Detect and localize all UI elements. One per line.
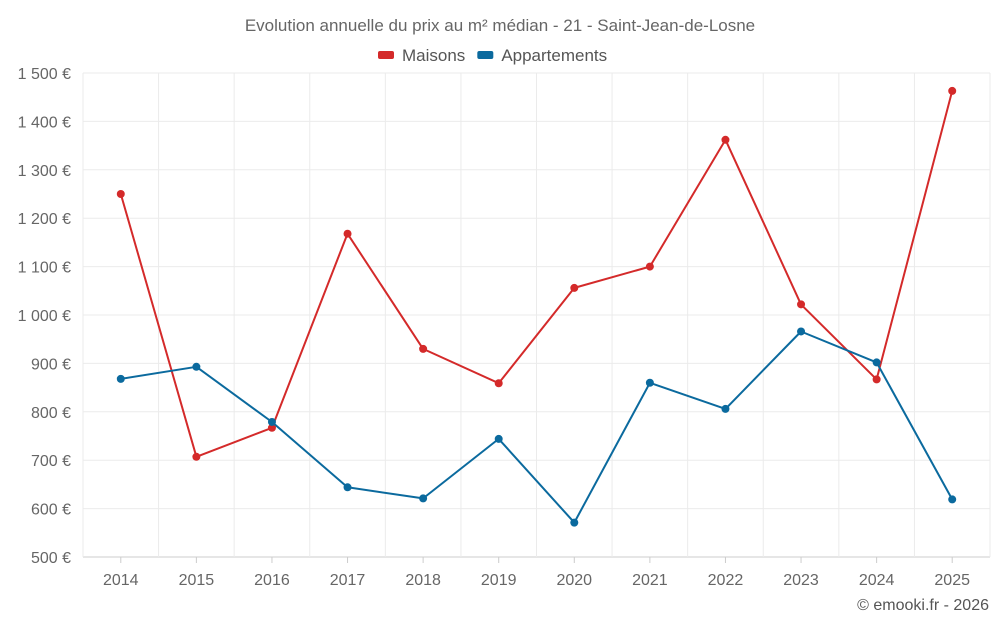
data-point-appartements[interactable] <box>494 434 503 443</box>
legend-label-maisons[interactable]: Maisons <box>402 46 465 65</box>
data-point-appartements[interactable] <box>948 495 957 504</box>
x-tick-label: 2014 <box>103 572 139 589</box>
y-tick-label: 600 € <box>31 502 71 519</box>
data-point-appartements[interactable] <box>570 518 579 527</box>
x-tick-label: 2022 <box>708 572 744 589</box>
data-point-appartements[interactable] <box>192 362 201 371</box>
data-point-maisons[interactable] <box>645 262 654 271</box>
data-point-maisons[interactable] <box>116 190 125 198</box>
data-point-appartements[interactable] <box>343 483 352 492</box>
x-tick-label: 2015 <box>179 572 215 589</box>
data-point-maisons[interactable] <box>570 283 579 292</box>
data-point-appartements[interactable] <box>797 327 806 336</box>
data-point-appartements[interactable] <box>116 374 125 383</box>
data-point-maisons[interactable] <box>343 229 352 238</box>
y-tick-label: 1 300 € <box>18 163 71 180</box>
chart-title: Evolution annuelle du prix au m² médian … <box>245 16 755 35</box>
data-point-appartements[interactable] <box>419 494 428 503</box>
x-tick-label: 2019 <box>481 572 517 589</box>
data-point-maisons[interactable] <box>494 379 503 388</box>
x-tick-label: 2021 <box>632 572 668 589</box>
data-point-maisons[interactable] <box>948 86 957 95</box>
series-group <box>116 86 957 527</box>
data-point-maisons[interactable] <box>267 423 276 432</box>
legend-label-appartements[interactable]: Appartements <box>501 46 607 65</box>
y-tick-label: 500 € <box>31 550 71 567</box>
data-point-maisons[interactable] <box>419 344 428 353</box>
data-point-maisons[interactable] <box>872 375 881 384</box>
legend[interactable]: Maisons Appartements <box>378 46 607 65</box>
x-tick-label: 2020 <box>556 572 592 589</box>
legend-swatch-maisons[interactable] <box>378 51 394 59</box>
x-tick-label: 2025 <box>934 572 970 589</box>
x-tick-label: 2023 <box>783 572 819 589</box>
y-axis: 500 € 600 € 700 € 800 € 900 € 1 000 € 1 100 € 1… <box>18 66 71 567</box>
legend-swatch-appartements[interactable] <box>477 51 494 59</box>
series-line-appartements <box>120 330 954 524</box>
x-tick-label: 2018 <box>405 572 441 589</box>
data-point-maisons[interactable] <box>721 135 730 144</box>
y-tick-label: 1 000 € <box>18 308 71 325</box>
data-point-appartements[interactable] <box>872 358 881 367</box>
grid <box>82 72 991 558</box>
y-tick-label: 1 100 € <box>18 260 71 277</box>
series-line-maisons <box>119 90 954 458</box>
x-tick-label: 2017 <box>330 572 366 589</box>
y-tick-label: 900 € <box>31 356 71 373</box>
data-point-appartements[interactable] <box>721 404 730 413</box>
data-point-appartements[interactable] <box>645 378 654 387</box>
data-point-appartements[interactable] <box>267 417 276 426</box>
y-tick-label: 1 200 € <box>18 211 71 228</box>
y-tick-label: 800 € <box>31 405 71 422</box>
data-point-maisons[interactable] <box>797 300 806 309</box>
x-axis: 2014 2015 2016 2017 2018 2019 2020 2021 2022 2023… <box>103 557 970 589</box>
y-tick-label: 1 500 € <box>18 66 71 83</box>
credit-text: © emooki.fr - 2026 <box>857 597 989 614</box>
x-tick-label: 2016 <box>254 572 290 589</box>
y-tick-label: 700 € <box>31 453 71 470</box>
data-point-maisons[interactable] <box>192 452 201 461</box>
x-tick-label: 2024 <box>859 572 895 589</box>
y-tick-label: 1 400 € <box>18 114 71 131</box>
